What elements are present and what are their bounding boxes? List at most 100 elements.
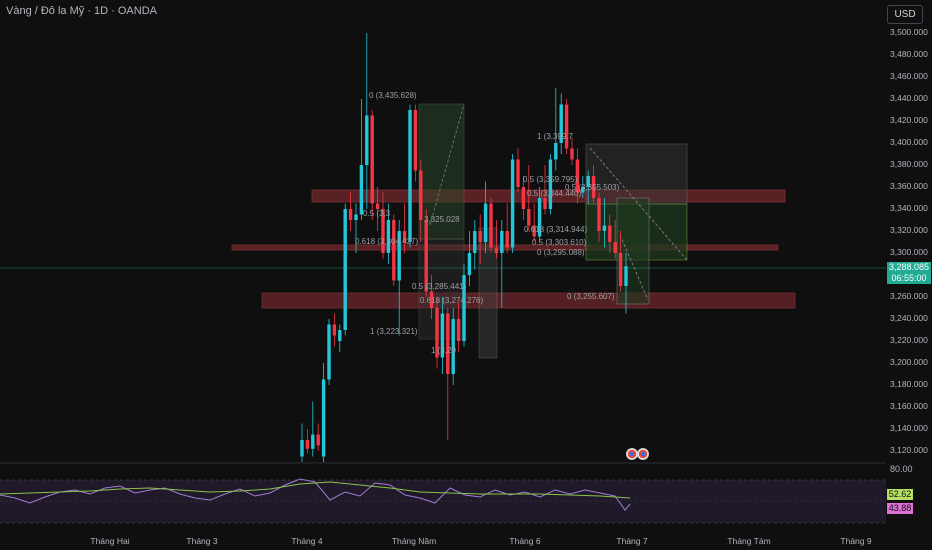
candle-body bbox=[591, 176, 596, 198]
countdown-timer: 06:55:00 bbox=[891, 273, 927, 283]
candle-body bbox=[402, 231, 407, 242]
price-axis-label: 3,400.000 bbox=[890, 137, 928, 147]
price-axis-label: 3,440.000 bbox=[890, 93, 928, 103]
support-zone[interactable] bbox=[261, 292, 796, 309]
candle-body bbox=[554, 143, 558, 160]
candle-body bbox=[527, 209, 531, 226]
fib-box-6[interactable] bbox=[616, 197, 650, 305]
candle-body bbox=[386, 220, 391, 253]
candle-body bbox=[548, 159, 553, 209]
price-axis-label: 3,220.000 bbox=[890, 335, 928, 345]
candle-body bbox=[451, 319, 455, 374]
fib-level-label: 0.5 (3,3 bbox=[363, 209, 391, 218]
candle-body bbox=[440, 313, 445, 358]
price-axis-label: 3,480.000 bbox=[890, 49, 928, 59]
candle-body bbox=[570, 148, 574, 160]
candle-body bbox=[375, 203, 380, 209]
candle-body bbox=[564, 104, 569, 149]
candle-body bbox=[467, 253, 472, 275]
trend-line-dashed bbox=[429, 103, 465, 226]
candle-body bbox=[559, 104, 563, 143]
candle-body bbox=[354, 214, 358, 220]
candle-body bbox=[500, 231, 504, 253]
candle-body bbox=[381, 209, 385, 253]
price-axis-label: 3,160.000 bbox=[890, 401, 928, 411]
candle-body bbox=[532, 225, 536, 237]
fib-box-4[interactable] bbox=[585, 143, 688, 205]
fib-level-label: 0.5 (3,303.610) bbox=[532, 238, 587, 247]
price-axis-label: 3,360.000 bbox=[890, 181, 928, 191]
candle-body bbox=[505, 231, 509, 248]
time-axis-label: Tháng 9 bbox=[840, 536, 872, 546]
price-axis-label: 3,120.000 bbox=[890, 445, 928, 455]
candle-body bbox=[446, 313, 450, 374]
candle-body bbox=[624, 266, 628, 286]
candle-body bbox=[537, 198, 542, 237]
rsi-ma-tag: 43.88 bbox=[887, 503, 913, 514]
candle-body bbox=[543, 198, 547, 209]
time-axis-label: Tháng Hai bbox=[90, 536, 130, 546]
price-axis-label: 3,320.000 bbox=[890, 225, 928, 235]
fib-level-label: 0.618 (3,304.427) bbox=[355, 237, 418, 246]
candle-body bbox=[575, 159, 580, 193]
candle-series bbox=[300, 33, 628, 462]
price-axis-label: 3,420.000 bbox=[890, 115, 928, 125]
candle-body bbox=[305, 440, 310, 449]
candle-body bbox=[613, 242, 617, 253]
candle-body bbox=[462, 275, 466, 341]
candle-body bbox=[521, 187, 526, 209]
candle-body bbox=[300, 440, 304, 457]
time-axis-label: Tháng 4 bbox=[291, 536, 323, 546]
candle-body bbox=[435, 308, 439, 358]
candle-body bbox=[332, 324, 337, 336]
price-axis-label: 3,260.000 bbox=[890, 291, 928, 301]
candle-body bbox=[365, 115, 369, 165]
candle-body bbox=[359, 165, 364, 215]
fib-level-label: 0.5 (3,359.795) bbox=[523, 175, 578, 184]
price-axis-label: 3,180.000 bbox=[890, 379, 928, 389]
current-price-tag: 3,288.085 06:55:00 bbox=[887, 262, 931, 284]
candle-body bbox=[327, 324, 331, 380]
symbol-title: Vàng / Đô la Mỹ · 1D · OANDA bbox=[6, 5, 157, 17]
candle-body bbox=[424, 220, 428, 292]
candle-body bbox=[510, 159, 515, 248]
candle-body bbox=[397, 231, 401, 281]
candle-body bbox=[581, 187, 585, 193]
candle-body bbox=[516, 159, 520, 187]
fib-box-3[interactable] bbox=[478, 227, 498, 359]
price-axis-label: 3,300.000 bbox=[890, 247, 928, 257]
candle-body bbox=[597, 198, 601, 231]
fib-level-label: 0.618 (3,314.944) bbox=[524, 225, 587, 234]
currency-button[interactable]: USD bbox=[887, 5, 923, 24]
time-axis-label: Tháng 6 bbox=[509, 536, 541, 546]
candle-body bbox=[602, 225, 607, 231]
time-axis-label: Tháng Năm bbox=[391, 536, 437, 546]
trend-line-dashed-3 bbox=[619, 234, 649, 301]
candle-body bbox=[348, 209, 353, 220]
rsi-ma-line bbox=[0, 481, 631, 499]
resistance-zone-middle[interactable] bbox=[231, 244, 779, 251]
fib-level-label: 0 (3,435.628) bbox=[369, 91, 417, 100]
us-flag-icon[interactable] bbox=[637, 448, 649, 460]
candle-body bbox=[494, 247, 499, 253]
fib-level-label: 1 (3,223.321) bbox=[370, 327, 418, 336]
time-axis-label: Tháng 3 bbox=[186, 536, 218, 546]
candle-body bbox=[429, 291, 434, 308]
candle-body bbox=[456, 319, 461, 341]
time-axis-label: Tháng Tám bbox=[727, 536, 771, 546]
candle-body bbox=[489, 203, 493, 248]
candle-body bbox=[483, 203, 488, 242]
candle-body bbox=[586, 176, 590, 187]
rsi-band bbox=[0, 480, 886, 523]
fib-level-label: 0 (3,255.607) bbox=[567, 292, 615, 301]
candle-body bbox=[408, 110, 412, 242]
candle-body bbox=[338, 330, 342, 341]
fib-level-label: 0.5 (3,355.503) bbox=[565, 183, 620, 192]
fib-level-label: 3,325.028 bbox=[424, 215, 460, 224]
candle-body bbox=[413, 110, 418, 171]
fib-level-label: 0.618 (3,274.276) bbox=[420, 296, 483, 305]
price-axis-label: 3,500.000 bbox=[890, 27, 928, 37]
price-axis-label: 3,200.000 bbox=[890, 357, 928, 367]
rsi-line bbox=[0, 478, 631, 511]
